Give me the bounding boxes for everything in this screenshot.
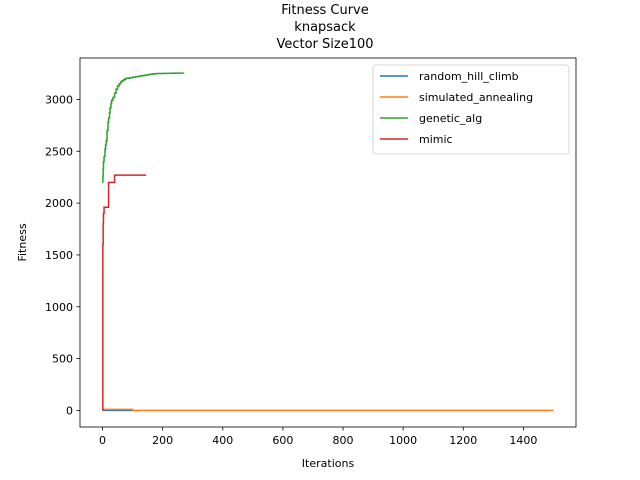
x-tick-label: 1000 [389, 434, 417, 447]
x-axis-label: Iterations [302, 457, 355, 470]
y-tick-label: 1000 [45, 301, 73, 314]
y-tick-label: 2000 [45, 197, 73, 210]
x-tick-label: 1200 [449, 434, 477, 447]
y-tick-label: 0 [66, 404, 73, 417]
plot-frame [79, 57, 577, 428]
y-tick-label: 1500 [45, 249, 73, 262]
legend-box [372, 64, 570, 155]
x-tick-label: 200 [152, 434, 173, 447]
x-tick-label: 0 [99, 434, 106, 447]
x-tick-label: 1400 [509, 434, 537, 447]
x-tick-label: 400 [212, 434, 233, 447]
x-axis-ticks: 0 200 400 600 800 1000 1200 1400 [99, 427, 537, 447]
plot-lines [102, 72, 554, 412]
chart-title-line-1: Fitness Curve [281, 3, 369, 18]
legend-label-mimic: mimic [419, 133, 453, 146]
chart-title-line-2: knapsack [294, 20, 356, 35]
legend-label-genetic-alg: genetic_alg [419, 112, 482, 125]
y-axis-label: Fitness [16, 223, 29, 261]
y-axis-ticks: 0 500 1000 1500 2000 2500 3000 [45, 93, 80, 417]
x-tick-label: 600 [272, 434, 293, 447]
legend-label-simulated-annealing: simulated_annealing [419, 91, 533, 104]
legend-label-random-hill-climb: random_hill_climb [419, 70, 519, 83]
x-tick-label: 800 [333, 434, 354, 447]
y-tick-label: 3000 [45, 93, 73, 106]
y-tick-label: 2500 [45, 145, 73, 158]
series-line-mimic [102, 174, 147, 412]
series-line-genetic-alg [102, 72, 185, 184]
y-tick-label: 500 [52, 353, 73, 366]
chart-title-line-3: Vector Size100 [276, 37, 373, 52]
legend: random_hill_climb simulated_annealing ge… [372, 64, 570, 155]
